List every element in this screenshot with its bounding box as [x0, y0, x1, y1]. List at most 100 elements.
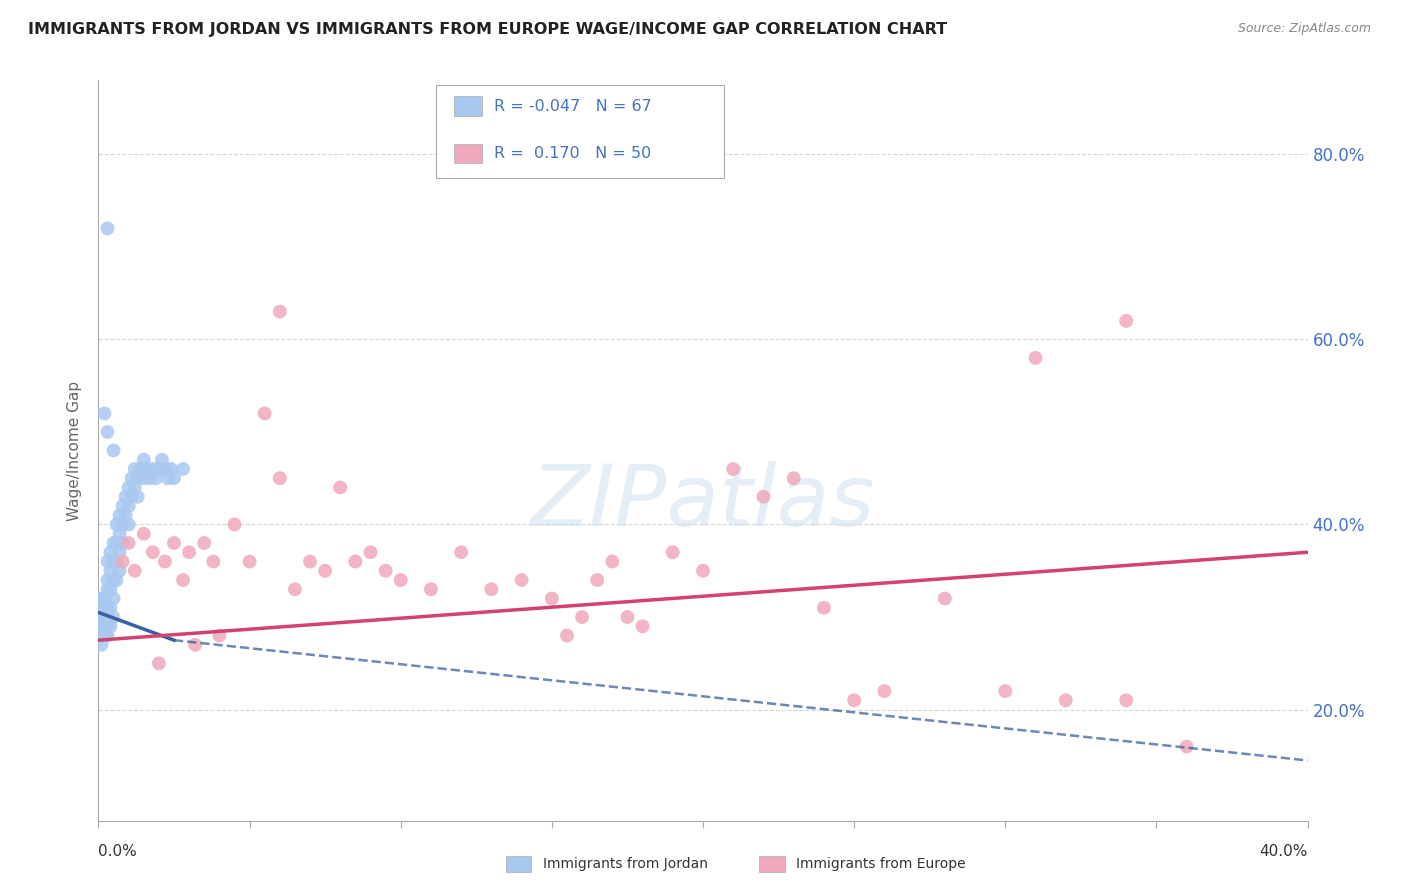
- Point: [96, 600, 118, 615]
- Point: [153, 462, 176, 476]
- Point: [148, 462, 170, 476]
- Point: [193, 536, 215, 550]
- Point: [96, 628, 118, 642]
- Y-axis label: Wage/Income Gap: Wage/Income Gap: [67, 380, 83, 521]
- Point: [90, 638, 112, 652]
- Point: [374, 564, 396, 578]
- Point: [184, 638, 207, 652]
- Text: Immigrants from Europe: Immigrants from Europe: [796, 857, 966, 871]
- Point: [105, 536, 128, 550]
- Point: [602, 555, 624, 569]
- Point: [127, 471, 149, 485]
- Point: [103, 555, 125, 569]
- Text: 0.0%: 0.0%: [98, 844, 138, 859]
- Point: [105, 555, 128, 569]
- Point: [96, 619, 118, 633]
- Point: [127, 490, 149, 504]
- Point: [1024, 351, 1046, 365]
- Point: [135, 462, 157, 476]
- Point: [994, 684, 1017, 698]
- Point: [103, 536, 125, 550]
- Point: [540, 591, 562, 606]
- Point: [93, 619, 115, 633]
- Point: [103, 591, 125, 606]
- Point: [124, 480, 146, 494]
- Point: [616, 610, 638, 624]
- Point: [586, 573, 609, 587]
- Point: [90, 591, 112, 606]
- Point: [813, 600, 835, 615]
- Point: [142, 462, 165, 476]
- Point: [103, 610, 125, 624]
- Point: [172, 573, 194, 587]
- Point: [96, 573, 118, 587]
- Point: [121, 490, 143, 504]
- Point: [208, 628, 231, 642]
- Point: [118, 517, 141, 532]
- Point: [631, 619, 654, 633]
- Point: [661, 545, 683, 559]
- Point: [108, 526, 131, 541]
- Point: [253, 407, 276, 421]
- Point: [118, 499, 141, 513]
- Point: [108, 545, 131, 559]
- Point: [555, 628, 578, 642]
- Point: [145, 471, 167, 485]
- Point: [93, 591, 115, 606]
- Point: [329, 480, 352, 494]
- Point: [1115, 314, 1137, 328]
- Point: [481, 582, 503, 597]
- Point: [90, 610, 112, 624]
- Point: [118, 480, 141, 494]
- Point: [153, 555, 176, 569]
- Text: Source: ZipAtlas.com: Source: ZipAtlas.com: [1237, 22, 1371, 36]
- Point: [723, 462, 745, 476]
- Point: [389, 573, 412, 587]
- Point: [314, 564, 336, 578]
- Point: [571, 610, 593, 624]
- Point: [93, 628, 115, 642]
- Point: [510, 573, 533, 587]
- Point: [179, 545, 201, 559]
- Point: [239, 555, 262, 569]
- Point: [105, 573, 128, 587]
- Point: [118, 536, 141, 550]
- Point: [156, 471, 179, 485]
- Point: [344, 555, 367, 569]
- Point: [90, 628, 112, 642]
- Point: [1115, 693, 1137, 707]
- Point: [844, 693, 866, 707]
- Point: [692, 564, 714, 578]
- Point: [124, 564, 146, 578]
- Point: [96, 221, 118, 235]
- Point: [105, 517, 128, 532]
- Point: [96, 582, 118, 597]
- Point: [132, 452, 155, 467]
- Point: [420, 582, 443, 597]
- Point: [160, 462, 183, 476]
- Point: [284, 582, 307, 597]
- Point: [269, 471, 291, 485]
- Point: [111, 499, 134, 513]
- Point: [100, 619, 122, 633]
- Point: [90, 619, 112, 633]
- Point: [148, 657, 170, 671]
- Point: [93, 610, 115, 624]
- Point: [873, 684, 896, 698]
- Point: [1054, 693, 1077, 707]
- Text: R = -0.047   N = 67: R = -0.047 N = 67: [494, 99, 651, 113]
- Text: IMMIGRANTS FROM JORDAN VS IMMIGRANTS FROM EUROPE WAGE/INCOME GAP CORRELATION CHA: IMMIGRANTS FROM JORDAN VS IMMIGRANTS FRO…: [28, 22, 948, 37]
- Point: [121, 471, 143, 485]
- Point: [202, 555, 225, 569]
- Point: [783, 471, 806, 485]
- Point: [142, 545, 165, 559]
- Point: [124, 462, 146, 476]
- Point: [93, 600, 115, 615]
- Point: [1175, 739, 1198, 754]
- Point: [129, 462, 152, 476]
- Point: [114, 490, 136, 504]
- Point: [96, 610, 118, 624]
- Point: [450, 545, 472, 559]
- Point: [299, 555, 322, 569]
- Text: R =  0.170   N = 50: R = 0.170 N = 50: [494, 146, 651, 161]
